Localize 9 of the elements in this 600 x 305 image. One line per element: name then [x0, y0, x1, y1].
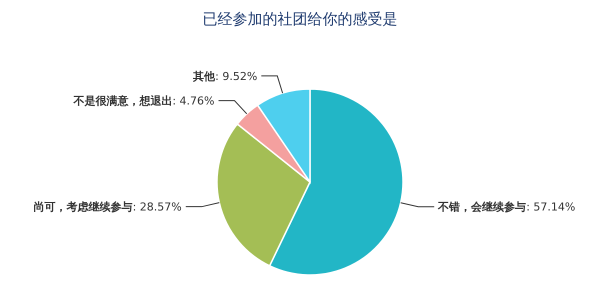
- slice-label: 其他: [192, 70, 216, 83]
- slice-label: 不是很满意，想退出: [72, 94, 172, 108]
- data-label: : 9.52%: [215, 70, 258, 83]
- data-label: : 28.57%: [132, 200, 182, 214]
- data-label: : 57.14%: [526, 200, 576, 214]
- data-label: : 4.76%: [172, 94, 215, 108]
- chart-title: 已经参加的社团给你的感受是: [202, 10, 398, 28]
- slice-label: 不错，会继续参与: [437, 200, 526, 214]
- slice-label: 尚可，考虑继续参与: [34, 200, 133, 214]
